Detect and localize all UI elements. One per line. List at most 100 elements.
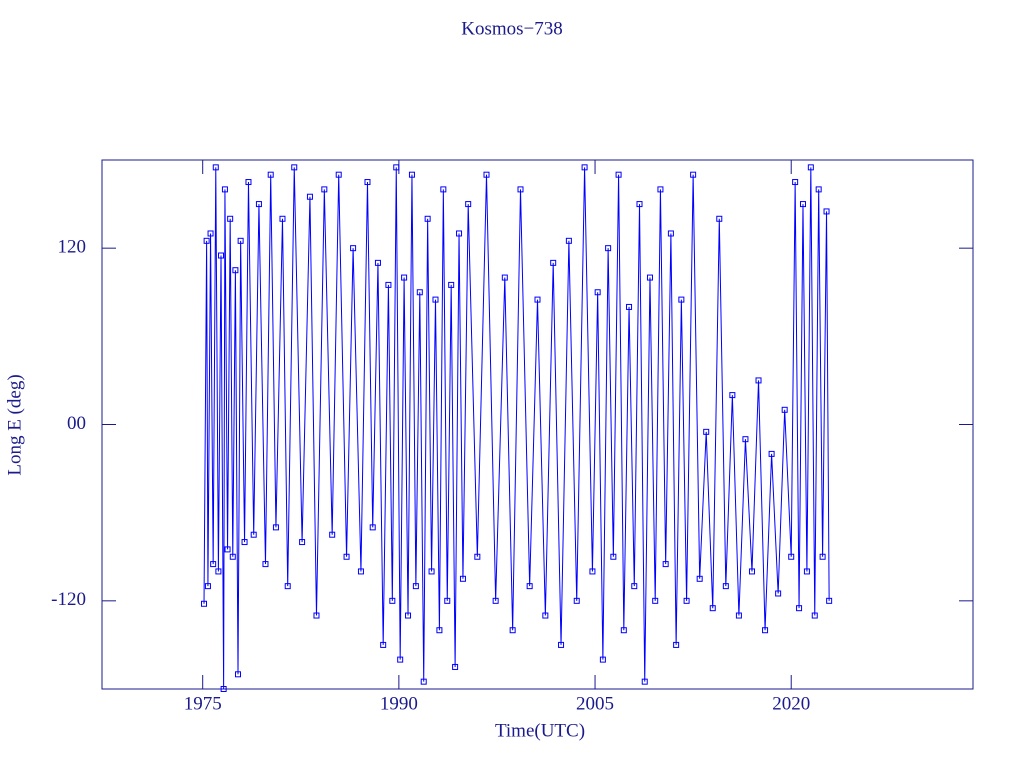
data-point (284, 583, 291, 590)
data-point (255, 201, 262, 208)
data-point (799, 201, 806, 208)
y-tick-label: -120 (51, 589, 86, 610)
data-point (626, 303, 633, 310)
data-point (221, 186, 228, 193)
x-tick-label: 2005 (576, 693, 614, 714)
data-point (573, 597, 580, 604)
data-point (218, 252, 225, 259)
data-point (267, 171, 274, 178)
data-point (796, 605, 803, 612)
data-point (393, 164, 400, 171)
data-point (232, 267, 239, 274)
data-point (788, 553, 795, 560)
data-point (224, 546, 231, 553)
data-point (657, 186, 664, 193)
data-point (709, 605, 716, 612)
y-axis-label: Long E (deg) (4, 374, 25, 475)
x-tick-label: 2020 (772, 693, 810, 714)
data-point (357, 568, 364, 575)
data-point (678, 296, 685, 303)
data-point (615, 171, 622, 178)
data-point (380, 641, 387, 648)
data-point (440, 186, 447, 193)
data-point (405, 612, 412, 619)
x-axis-label: Time(UTC) (495, 720, 585, 741)
data-point (432, 296, 439, 303)
data-point (762, 627, 769, 634)
data-point (374, 259, 381, 266)
data-point (792, 179, 799, 186)
data-point (299, 539, 306, 546)
data-point (279, 215, 286, 222)
data-point (335, 171, 342, 178)
y-tick-label: 00 (67, 413, 86, 434)
data-point (662, 561, 669, 568)
data-point (204, 583, 211, 590)
data-point (428, 568, 435, 575)
data-point (272, 524, 279, 531)
data-point (823, 208, 830, 215)
data-point (620, 627, 627, 634)
data-point (526, 583, 533, 590)
data-point (696, 575, 703, 582)
data-point (594, 289, 601, 296)
chart-title: Kosmos−738 (461, 18, 563, 39)
data-point (722, 583, 729, 590)
data-point (465, 201, 472, 208)
data-point (819, 553, 826, 560)
data-point (811, 612, 818, 619)
data-point (542, 612, 549, 619)
data-point (775, 590, 782, 597)
data-point (558, 641, 565, 648)
data-point (646, 274, 653, 281)
data-point (369, 524, 376, 531)
data-point (517, 186, 524, 193)
data-point (220, 686, 227, 692)
data-point (781, 406, 788, 413)
data-point (815, 186, 822, 193)
data-point (235, 671, 242, 678)
data-point (241, 539, 248, 546)
data-point (683, 597, 690, 604)
data-point (245, 179, 252, 186)
data-point (641, 678, 648, 685)
data-point (610, 553, 617, 560)
data-point (212, 164, 219, 171)
data-point (313, 612, 320, 619)
data-point (501, 274, 508, 281)
data-point (448, 281, 455, 288)
data-point (636, 201, 643, 208)
data-point (452, 663, 459, 670)
plot-frame (101, 159, 974, 690)
data-point (826, 597, 833, 604)
data-point (589, 568, 596, 575)
data-point (581, 164, 588, 171)
data-point (210, 561, 217, 568)
data-point (207, 230, 214, 237)
data-point (534, 296, 541, 303)
data-point (401, 274, 408, 281)
data-point (631, 583, 638, 590)
data-point (389, 597, 396, 604)
data-point (803, 568, 810, 575)
data-point (652, 597, 659, 604)
x-tick-label: 1990 (380, 693, 418, 714)
data-point (412, 583, 419, 590)
data-point (201, 600, 208, 607)
data-point (203, 237, 210, 244)
data-point (599, 656, 606, 663)
data-point (703, 428, 710, 435)
data-point (509, 627, 516, 634)
data-point (690, 171, 697, 178)
data-point (729, 392, 736, 399)
data-point (385, 281, 392, 288)
data-point (755, 377, 762, 384)
data-point (444, 597, 451, 604)
data-point (550, 259, 557, 266)
data-point (397, 656, 404, 663)
data-point (262, 561, 269, 568)
data-point (416, 289, 423, 296)
data-point (250, 531, 257, 538)
